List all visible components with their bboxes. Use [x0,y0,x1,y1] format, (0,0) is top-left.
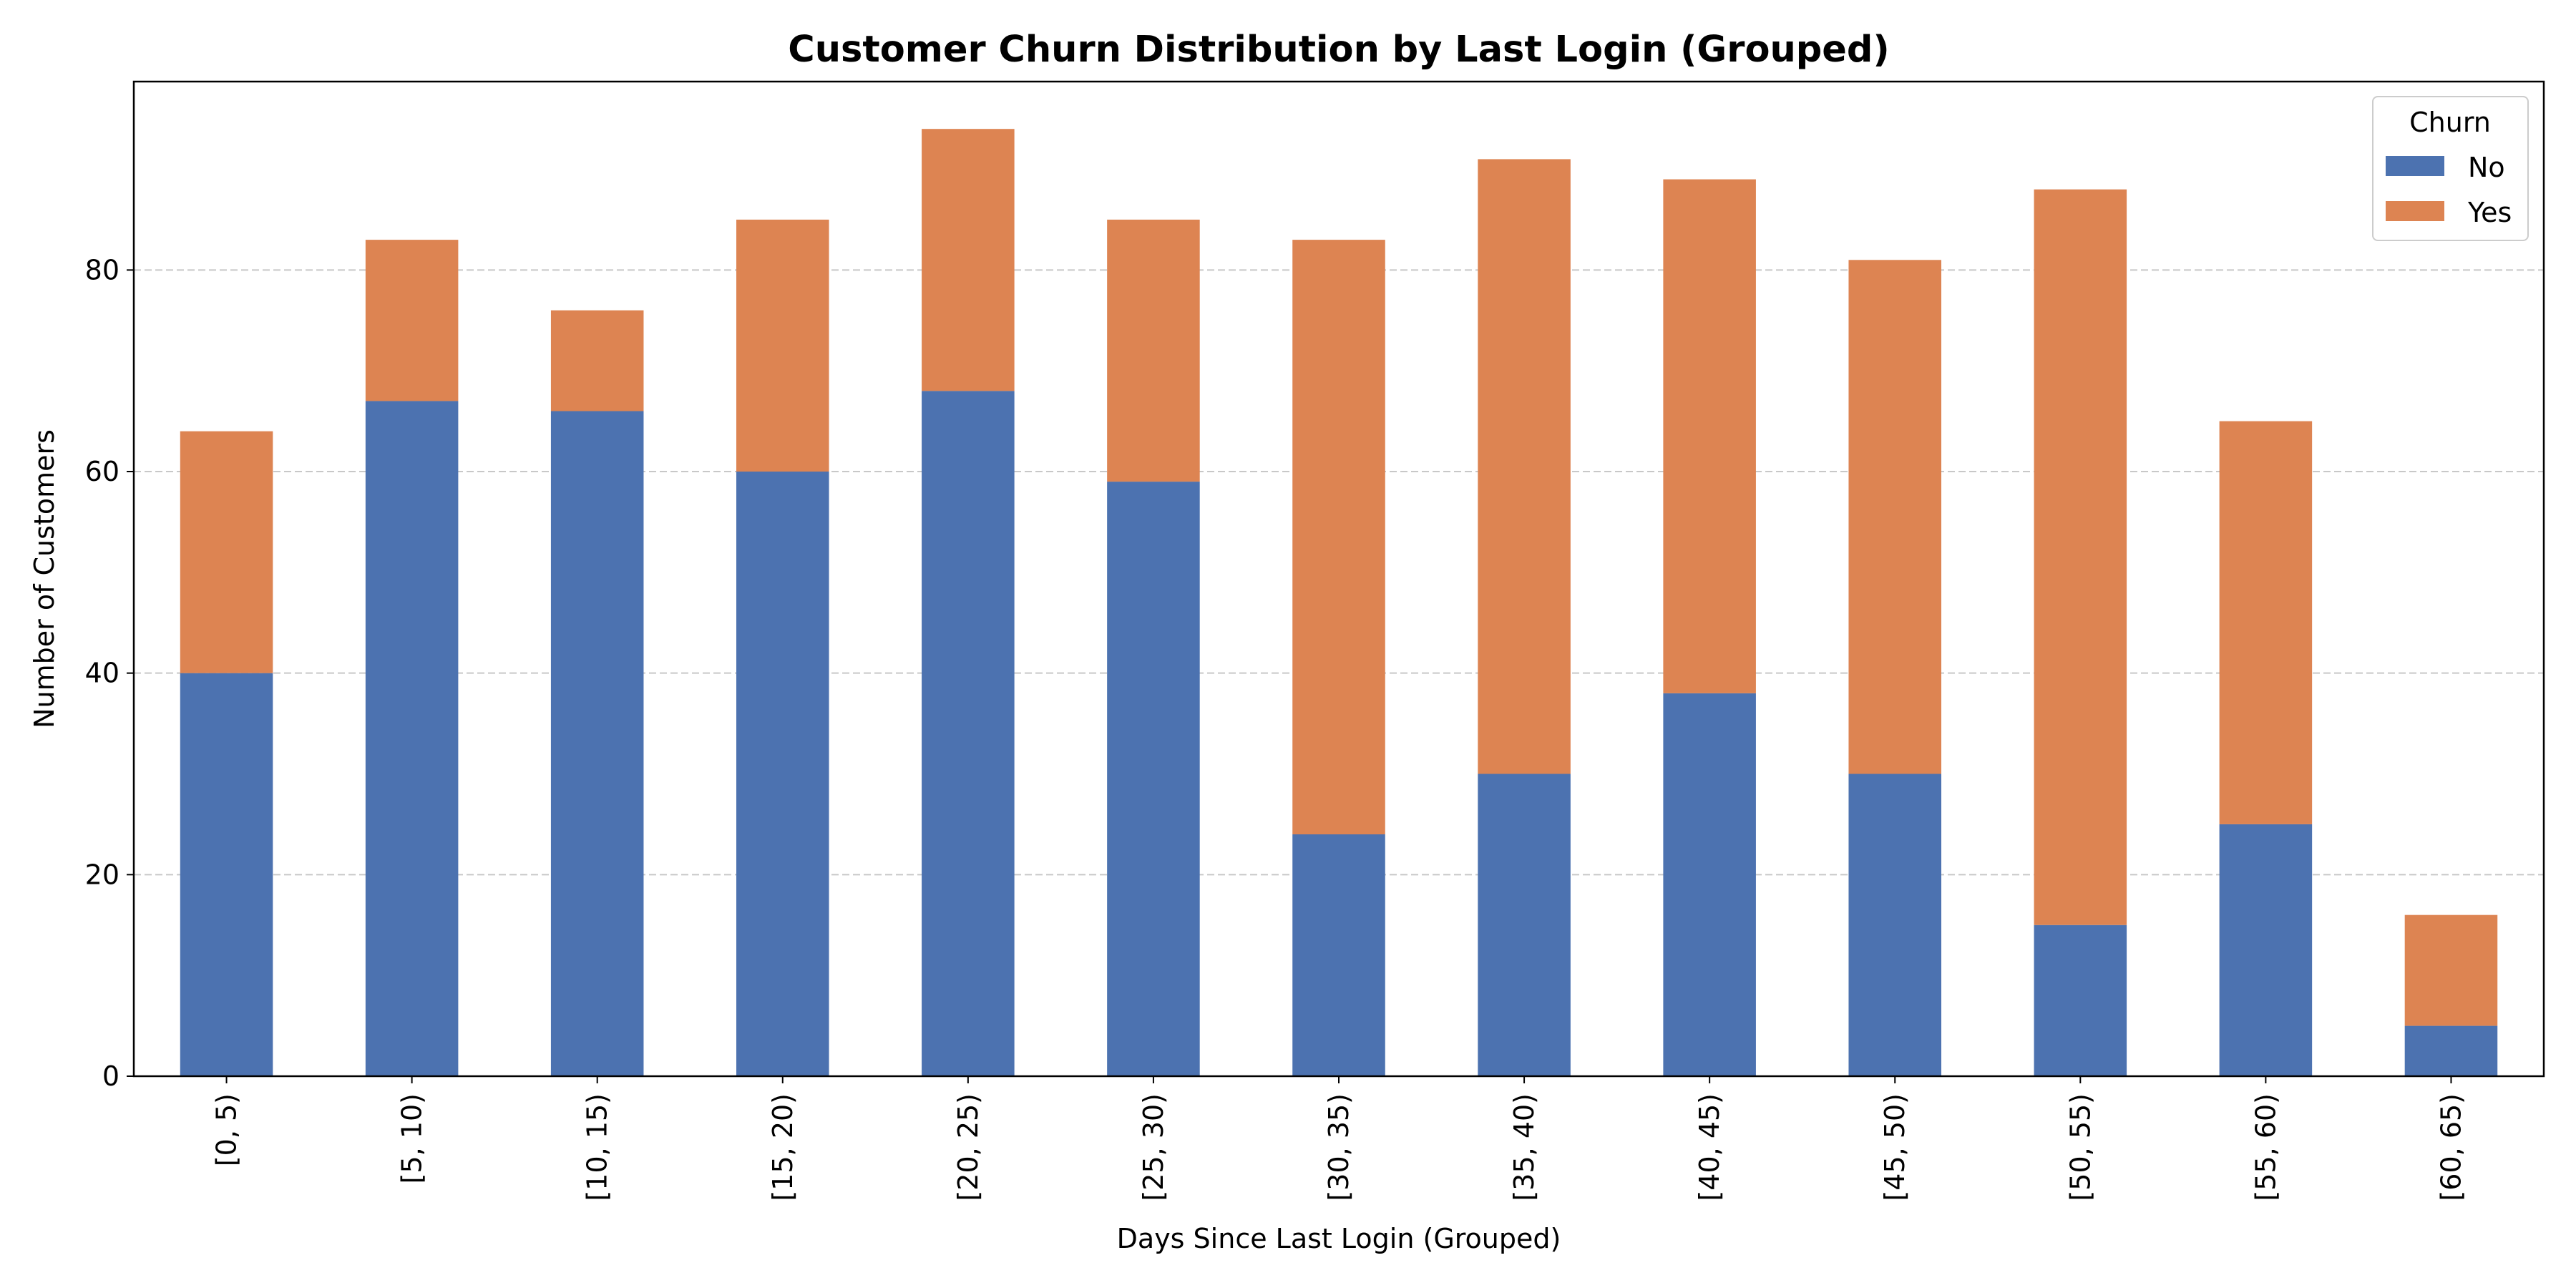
bar-no [2034,924,2127,1076]
x-tick-label: [50, 55) [2064,1093,2096,1201]
bar-no [736,472,829,1076]
bar-yes [2219,421,2313,824]
y-axis-label: Number of Customers [29,429,60,728]
legend-label-yes: Yes [2467,197,2512,228]
legend-swatch-no [2386,156,2444,176]
bar-yes [2034,189,2127,925]
x-tick-label: [55, 60) [2250,1093,2281,1201]
bar-yes [1107,219,1200,482]
bar-yes [365,240,459,401]
bar-yes [1292,240,1385,835]
legend-label-no: No [2468,152,2505,183]
bar-no [1478,774,1571,1076]
bar-yes [922,129,1015,391]
bar-no [365,401,459,1076]
bar-no [550,411,644,1076]
bar-no [1292,834,1385,1076]
y-tick-label: 20 [85,859,119,890]
x-tick-label: [60, 65) [2435,1093,2467,1201]
x-axis-ticks: [0, 5) [5, 10) [10, 15) [15, 20) [20, 25) [25… [211,1076,2467,1201]
legend-swatch-yes [2386,201,2444,221]
x-tick-label: [45, 50) [1879,1093,1911,1201]
legend[interactable]: Churn No Yes [2372,96,2529,241]
bar-no [1107,482,1200,1076]
bars [180,129,2498,1076]
chart-title: Customer Churn Distribution by Last Logi… [788,29,1889,71]
x-tick-label: [25, 30) [1138,1093,1169,1201]
x-tick-label: [35, 40) [1508,1093,1540,1201]
y-tick-label: 60 [85,456,119,487]
bar-yes [550,310,644,411]
y-tick-label: 80 [85,254,119,286]
x-tick-label: [10, 15) [582,1093,613,1201]
y-tick-label: 40 [85,658,119,689]
bar-no [1848,774,1941,1076]
bar-yes [2404,914,2498,1026]
x-tick-label: [20, 25) [952,1093,984,1201]
bar-yes [180,431,273,673]
y-tick-label: 0 [102,1060,119,1092]
x-tick-label: [40, 45) [1694,1093,1725,1201]
x-axis-label: Days Since Last Login (Grouped) [1117,1223,1561,1254]
bar-yes [1478,159,1571,774]
x-tick-label: [30, 35) [1323,1093,1355,1201]
bar-no [1663,693,1756,1076]
bar-yes [736,219,829,472]
bar-no [180,673,273,1076]
x-tick-label: [0, 5) [211,1093,243,1166]
y-axis-ticks: 0 20 40 60 80 [85,254,134,1092]
x-tick-label: [5, 10) [396,1093,428,1184]
bar-yes [1663,179,1756,693]
bar-yes [1848,260,1941,774]
bar-no [922,391,1015,1076]
bar-no [2404,1025,2498,1076]
legend-title: Churn [2409,107,2491,138]
x-tick-label: [15, 20) [767,1093,799,1201]
bar-no [2219,824,2313,1076]
